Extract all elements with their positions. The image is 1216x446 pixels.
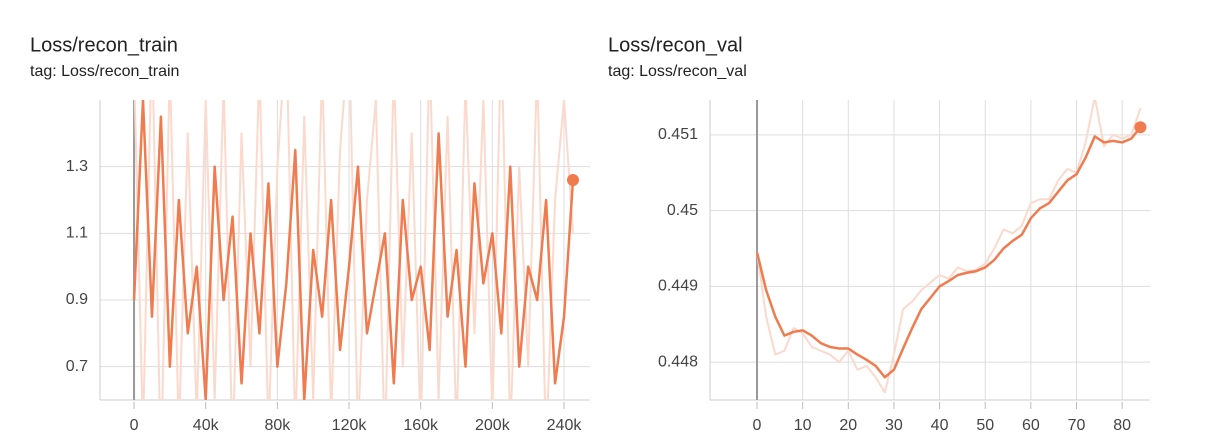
- y-tick-label: 0.9: [66, 291, 88, 308]
- line-series: [756, 100, 1142, 394]
- x-tick-label: 0: [753, 417, 762, 434]
- line-series: [132, 100, 575, 400]
- y-tick-label: 0.448: [658, 353, 698, 370]
- y-tick-label: 0.451: [658, 126, 698, 143]
- x-tick-label: 70: [1068, 417, 1086, 434]
- y-tick-label: 1.1: [66, 225, 88, 242]
- x-tick-label: 200k: [475, 417, 511, 434]
- chart-title: Loss/recon_train: [30, 34, 178, 56]
- x-tick-label: 40: [931, 417, 949, 434]
- x-tick-label: 40k: [193, 417, 220, 434]
- x-tick-label: 30: [885, 417, 903, 434]
- x-tick-label: 120k: [332, 417, 368, 434]
- line-series: [755, 126, 1142, 379]
- y-tick-label: 0.45: [667, 202, 698, 219]
- x-tick-label: 60: [1022, 417, 1040, 434]
- x-tick-label: 80: [1113, 417, 1131, 434]
- chart-subtitle: tag: Loss/recon_train: [30, 63, 179, 80]
- x-tick-label: 50: [976, 417, 994, 434]
- chart-title: Loss/recon_val: [608, 34, 743, 56]
- last-point: [566, 174, 579, 186]
- last-point: [1134, 121, 1147, 134]
- x-tick-label: 240k: [547, 417, 583, 434]
- y-tick-label: 0.449: [658, 278, 698, 295]
- y-tick-label: 1.3: [66, 158, 88, 175]
- x-tick-label: 20: [839, 417, 857, 434]
- x-tick-label: 80k: [264, 417, 291, 434]
- x-tick-label: 160k: [403, 417, 439, 434]
- line-series: [133, 100, 574, 400]
- chart-panel: Loss/recon_train tag: Loss/recon_train 0.7…: [30, 34, 590, 434]
- x-tick-label: 0: [130, 417, 139, 434]
- chart-subtitle: tag: Loss/recon_val: [608, 63, 747, 80]
- chart-panel: Loss/recon_val tag: Loss/recon_val 0.448 0.…: [608, 34, 1150, 434]
- y-tick-label: 0.7: [66, 358, 88, 375]
- x-tick-label: 10: [794, 417, 812, 434]
